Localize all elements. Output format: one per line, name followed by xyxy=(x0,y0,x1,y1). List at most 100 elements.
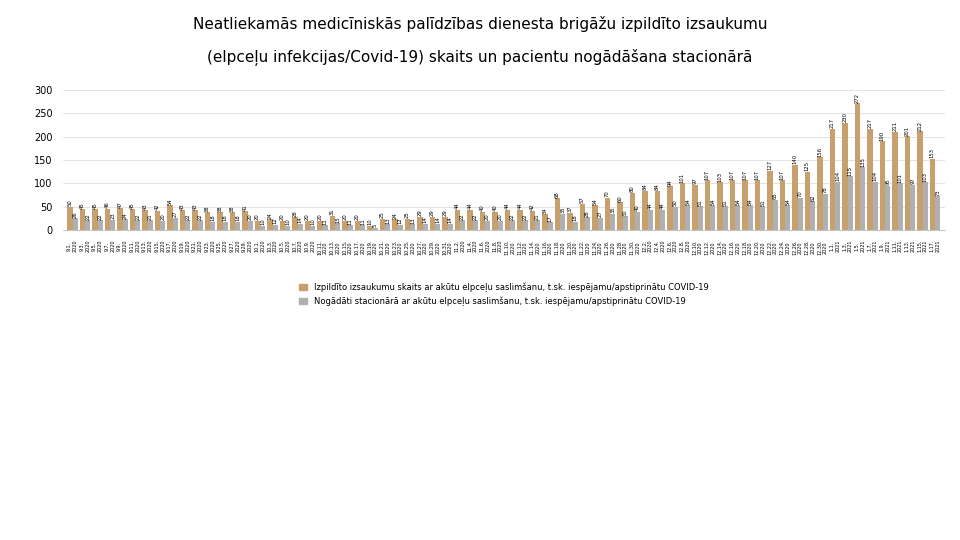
Bar xyxy=(204,213,210,230)
Bar xyxy=(468,210,472,230)
Bar xyxy=(617,202,622,230)
Bar xyxy=(597,218,603,230)
Text: 44: 44 xyxy=(660,202,665,209)
Bar xyxy=(580,204,585,230)
Text: 24: 24 xyxy=(268,212,273,219)
Text: 21: 21 xyxy=(535,213,540,220)
Text: 22: 22 xyxy=(510,213,516,220)
Bar xyxy=(443,217,447,230)
Bar xyxy=(298,224,302,230)
Bar xyxy=(510,220,516,230)
Bar xyxy=(685,205,690,230)
Text: 68: 68 xyxy=(555,191,560,198)
Bar xyxy=(630,193,635,230)
Bar xyxy=(792,165,798,230)
Text: 29: 29 xyxy=(418,210,422,216)
Text: 29: 29 xyxy=(443,210,447,216)
Text: 30: 30 xyxy=(623,209,628,216)
Bar xyxy=(304,221,310,230)
Text: 21: 21 xyxy=(148,213,153,220)
Text: 107: 107 xyxy=(705,170,709,180)
Bar xyxy=(642,191,647,230)
Text: 12: 12 xyxy=(273,218,277,224)
Text: 45: 45 xyxy=(80,202,84,209)
Text: 78: 78 xyxy=(823,186,828,193)
Bar xyxy=(267,219,273,230)
Text: 27: 27 xyxy=(173,211,178,217)
Bar xyxy=(780,180,785,230)
Text: 18: 18 xyxy=(573,214,578,221)
Bar xyxy=(692,185,698,230)
Text: 26: 26 xyxy=(73,211,78,218)
Bar xyxy=(829,129,835,230)
Bar xyxy=(135,220,140,230)
Bar xyxy=(929,159,935,230)
Text: 125: 125 xyxy=(804,161,810,171)
Bar xyxy=(80,209,85,230)
Bar xyxy=(323,225,327,230)
Text: 212: 212 xyxy=(918,120,923,131)
Text: 140: 140 xyxy=(792,154,798,164)
Bar xyxy=(705,180,710,230)
Text: 40: 40 xyxy=(480,204,485,211)
Text: 22: 22 xyxy=(98,213,103,220)
Text: 80: 80 xyxy=(630,186,635,192)
Bar xyxy=(330,216,335,230)
Text: 20: 20 xyxy=(343,214,348,220)
Bar xyxy=(647,210,653,230)
Text: 201: 201 xyxy=(905,126,910,136)
Text: 47: 47 xyxy=(117,201,123,208)
Text: 25: 25 xyxy=(380,211,385,218)
Bar xyxy=(67,207,73,230)
Text: 62: 62 xyxy=(810,194,815,201)
Text: 14: 14 xyxy=(422,217,427,223)
Bar xyxy=(660,210,665,230)
Text: 17: 17 xyxy=(547,215,553,222)
Bar xyxy=(173,218,178,230)
Text: 73: 73 xyxy=(935,189,940,195)
Bar xyxy=(730,180,735,230)
Text: 107: 107 xyxy=(780,170,785,180)
Text: 104: 104 xyxy=(835,171,840,181)
Text: 54: 54 xyxy=(592,198,597,205)
Text: 20: 20 xyxy=(248,214,252,220)
Text: 12: 12 xyxy=(397,218,402,224)
Text: 54: 54 xyxy=(748,198,753,205)
Bar xyxy=(185,220,190,230)
Bar xyxy=(835,181,840,230)
Text: 153: 153 xyxy=(930,148,935,158)
Bar xyxy=(397,225,403,230)
Bar xyxy=(673,207,678,230)
Bar xyxy=(867,129,873,230)
Bar xyxy=(817,157,823,230)
Bar xyxy=(355,221,360,230)
Bar xyxy=(605,198,610,230)
Bar xyxy=(279,221,285,230)
Text: 24: 24 xyxy=(393,212,397,219)
Text: 217: 217 xyxy=(868,118,873,129)
Bar xyxy=(460,220,466,230)
Text: 46: 46 xyxy=(105,201,109,208)
Text: 43: 43 xyxy=(180,203,185,210)
Bar xyxy=(385,224,391,230)
Text: 10: 10 xyxy=(285,218,290,225)
Text: 104: 104 xyxy=(873,171,877,181)
Bar xyxy=(860,167,865,230)
Bar xyxy=(655,191,660,230)
Bar xyxy=(798,198,803,230)
Text: 25: 25 xyxy=(405,211,410,218)
Bar xyxy=(555,199,560,230)
Bar xyxy=(904,136,910,230)
Text: 18: 18 xyxy=(210,214,215,221)
Bar xyxy=(879,141,885,230)
Text: (elpceļu infekcijas/Covid-19) skaits un pacientu nogādāšana stacionārā: (elpceļu infekcijas/Covid-19) skaits un … xyxy=(207,49,753,65)
Text: 44: 44 xyxy=(517,202,522,209)
Text: 54: 54 xyxy=(685,198,690,205)
Text: 13: 13 xyxy=(385,217,390,224)
Bar xyxy=(530,211,535,230)
Bar xyxy=(485,221,491,230)
Text: 103: 103 xyxy=(923,172,927,181)
Text: 11: 11 xyxy=(348,218,352,225)
Text: 135: 135 xyxy=(860,157,865,167)
Text: 10: 10 xyxy=(310,218,315,225)
